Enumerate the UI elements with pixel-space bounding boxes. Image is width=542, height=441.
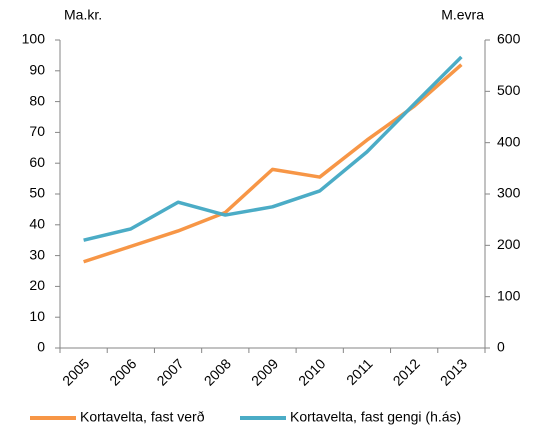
y-tick-label: 40: [29, 216, 45, 232]
y2-axis-title: M.evra: [441, 7, 484, 23]
y2-tick-label: 600: [497, 31, 521, 47]
y2-tick-label: 200: [497, 236, 521, 252]
legend-label: Kortavelta, fast gengi (h.ás): [290, 409, 461, 425]
x-tick-label: 2009: [248, 355, 281, 388]
y2-tick-label: 300: [497, 185, 521, 201]
y-axis-title: Ma.kr.: [64, 7, 102, 23]
x-tick-label: 2011: [343, 355, 376, 388]
x-tick-label: 2007: [153, 355, 186, 388]
y-tick-label: 20: [29, 277, 45, 293]
y2-tick-label: 100: [497, 287, 521, 303]
y-tick-label: 90: [29, 62, 45, 78]
y-tick-label: 60: [29, 154, 45, 170]
x-tick-label: 2005: [59, 355, 92, 388]
x-tick-label: 2006: [106, 355, 139, 388]
y2-tick-label: 0: [497, 339, 505, 355]
x-tick-label: 2008: [201, 355, 234, 388]
y-tick-label: 70: [29, 123, 45, 139]
y-tick-label: 10: [29, 308, 45, 324]
legend-label: Kortavelta, fast verð: [80, 409, 205, 425]
y2-tick-label: 400: [497, 133, 521, 149]
x-tick-label: 2013: [437, 355, 470, 388]
series-line: [83, 63, 463, 264]
y-tick-label: 30: [29, 246, 45, 262]
y-tick-label: 80: [29, 92, 45, 108]
y-tick-label: 0: [37, 339, 45, 355]
y2-tick-label: 500: [497, 82, 521, 98]
y-tick-label: 100: [22, 31, 46, 47]
y-tick-label: 50: [29, 185, 45, 201]
x-tick-label: 2012: [390, 355, 423, 388]
x-tick-label: 2010: [295, 355, 328, 388]
series-line: [83, 55, 463, 242]
